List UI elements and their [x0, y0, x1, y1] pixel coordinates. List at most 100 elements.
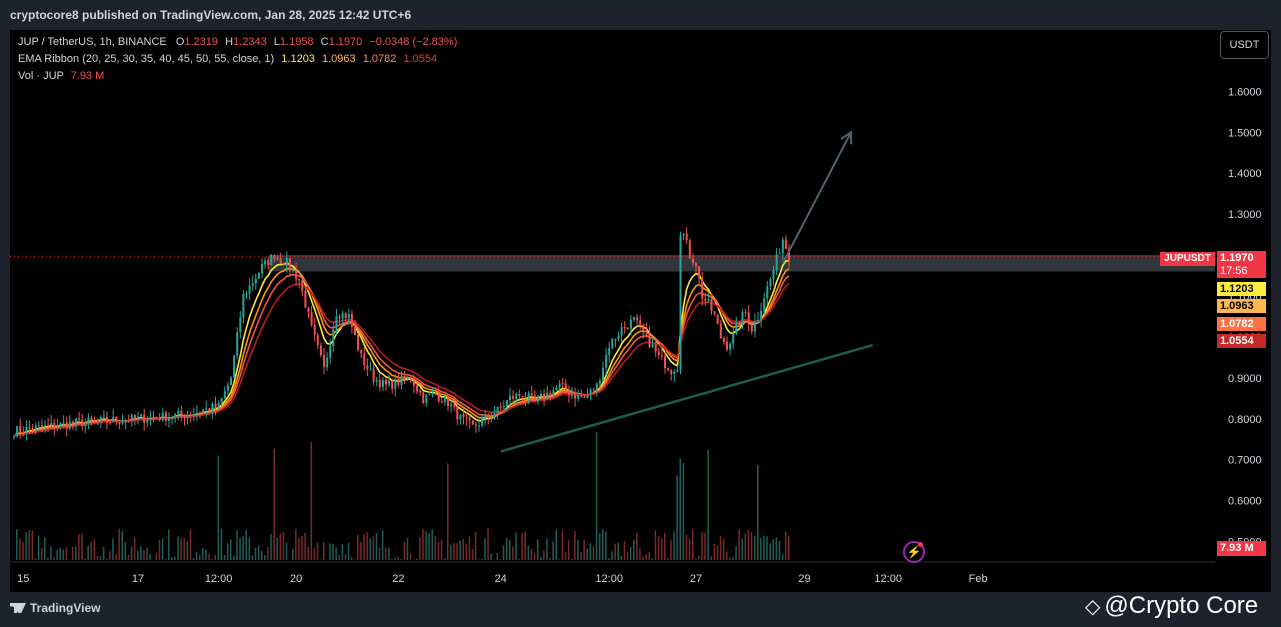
volume-bar [453, 542, 455, 560]
candle-body [158, 417, 161, 421]
candle-body [775, 254, 778, 270]
chart-frame[interactable] [10, 30, 1271, 592]
candle-body [78, 418, 81, 420]
price-tick-label: 0.9000 [1228, 373, 1262, 385]
candle-body [44, 425, 46, 427]
candle-body [354, 326, 356, 336]
binance-diamond-icon: ◇ [1085, 596, 1101, 618]
volume-bar [363, 533, 365, 560]
volume-bar [140, 545, 142, 560]
candle-body [496, 406, 499, 414]
volume-bar [257, 545, 260, 560]
top-banner: cryptocore8 published on TradingView.com… [0, 0, 1281, 30]
candle-body [682, 233, 685, 236]
legend-low-label: L [273, 36, 280, 48]
volume-bar [292, 548, 294, 560]
volume-bar [205, 549, 207, 560]
candle-body [691, 258, 694, 263]
candle-body [363, 353, 366, 366]
candle-body [211, 403, 214, 412]
candle-body [264, 260, 267, 265]
price-tick-label: 1.4000 [1228, 168, 1262, 180]
candle-body [660, 355, 663, 357]
resistance-zone [268, 255, 1215, 272]
candle-body [521, 396, 524, 398]
volume-bar [90, 541, 92, 560]
volume-bar [124, 541, 127, 560]
volume-bar [608, 558, 610, 560]
volume-bar [385, 547, 387, 560]
volume-bar [741, 538, 743, 560]
volume-bar [301, 536, 303, 560]
candle-body [257, 273, 260, 279]
volume-bar [732, 556, 734, 560]
countdown-tag: 17:56 [1217, 265, 1266, 278]
candle-body [574, 394, 577, 399]
price-chart[interactable]: 1.70001.60001.50001.40001.30001.20001.10… [10, 30, 1271, 592]
tradingview-logo[interactable]: TradingView [10, 601, 100, 615]
volume-bar [502, 545, 505, 560]
candle-body [183, 414, 186, 419]
candle-body [487, 414, 490, 418]
candle-body [133, 414, 136, 419]
candle-body [741, 312, 744, 325]
lightning-icon[interactable]: ⚡ [903, 541, 925, 563]
ema-ribbon [13, 260, 790, 437]
volume-bar [518, 558, 520, 560]
price-axis: 1.70001.60001.50001.40001.30001.20001.10… [1228, 45, 1262, 548]
candle-body [611, 338, 614, 349]
candle-body [567, 390, 570, 396]
volume-bar [549, 557, 551, 560]
candle-body [766, 286, 769, 299]
volume-bar [62, 549, 65, 560]
volume-bar [701, 532, 703, 560]
volume-bar [611, 551, 613, 560]
volume-bar [645, 554, 647, 560]
candle-body [93, 419, 96, 421]
candle-body [208, 408, 211, 412]
volume-bar [425, 531, 427, 560]
currency-button[interactable]: USDT [1220, 31, 1269, 59]
volume-bar [381, 530, 384, 560]
volume-bar [540, 557, 542, 560]
candle-body [533, 395, 536, 402]
volume-bar [220, 528, 223, 560]
volume-bar [623, 541, 626, 560]
support-trendline [500, 343, 874, 453]
volume-bar [422, 528, 424, 560]
volume-bar [183, 537, 185, 560]
candle-body [313, 324, 316, 335]
volume-bar [561, 530, 564, 560]
volume-bar [691, 529, 694, 560]
candle-body [403, 376, 406, 380]
volume-bar [735, 546, 737, 560]
candle-body [375, 380, 378, 382]
candle-body [81, 419, 84, 427]
time-tick-label: 12:00 [205, 573, 233, 585]
candle-body [502, 405, 505, 407]
volume-bar [772, 539, 774, 560]
price-tick-label: 0.7000 [1228, 455, 1262, 467]
candle-body [589, 389, 592, 396]
candle-body [729, 343, 732, 350]
candle-body [639, 320, 642, 325]
projection-line [781, 131, 852, 264]
candle-body [769, 279, 772, 287]
candle-body [149, 417, 152, 421]
candle-body [443, 396, 446, 403]
legend-ema: EMA Ribbon (20, 25, 30, 35, 40, 45, 50, … [18, 53, 437, 65]
candle-body [757, 319, 759, 322]
candle-body [543, 394, 546, 400]
candle-body [357, 335, 360, 350]
candle-body [394, 378, 397, 389]
volume-bar [471, 548, 474, 560]
candle-body [642, 324, 645, 331]
candle-body [636, 317, 639, 321]
volume-bar [713, 543, 716, 560]
candle-body [233, 355, 236, 378]
candle-body [481, 418, 484, 426]
ema-line [13, 273, 790, 437]
candle-body [468, 417, 471, 421]
candle-body [295, 270, 298, 280]
candle-body [279, 258, 282, 263]
